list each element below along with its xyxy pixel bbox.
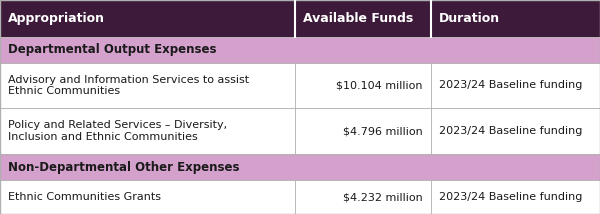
Text: Non-Departmental Other Expenses: Non-Departmental Other Expenses bbox=[8, 160, 239, 174]
Text: Advisory and Information Services to assist
Ethnic Communities: Advisory and Information Services to ass… bbox=[8, 75, 249, 96]
Bar bbox=[0, 0, 600, 37]
Text: Departmental Output Expenses: Departmental Output Expenses bbox=[8, 43, 217, 56]
Text: $4.796 million: $4.796 million bbox=[343, 126, 423, 136]
Text: Available Funds: Available Funds bbox=[303, 12, 413, 25]
Bar bbox=[0, 108, 600, 154]
Bar bbox=[0, 63, 600, 108]
Text: Appropriation: Appropriation bbox=[8, 12, 105, 25]
Bar bbox=[0, 154, 600, 180]
Bar bbox=[0, 37, 600, 63]
Bar bbox=[0, 180, 600, 214]
Text: $10.104 million: $10.104 million bbox=[337, 80, 423, 91]
Text: Ethnic Communities Grants: Ethnic Communities Grants bbox=[8, 192, 161, 202]
Text: 2023/24 Baseline funding: 2023/24 Baseline funding bbox=[439, 80, 582, 91]
Text: $4.232 million: $4.232 million bbox=[343, 192, 423, 202]
Text: 2023/24 Baseline funding: 2023/24 Baseline funding bbox=[439, 192, 582, 202]
Text: 2023/24 Baseline funding: 2023/24 Baseline funding bbox=[439, 126, 582, 136]
Text: Duration: Duration bbox=[439, 12, 500, 25]
Text: Policy and Related Services – Diversity,
Inclusion and Ethnic Communities: Policy and Related Services – Diversity,… bbox=[8, 120, 227, 142]
